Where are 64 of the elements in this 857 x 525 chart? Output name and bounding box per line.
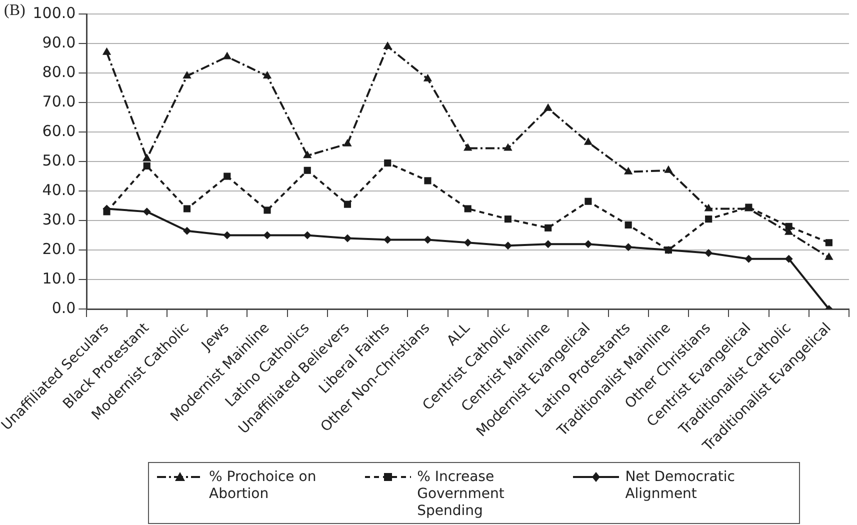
legend-label: % Prochoice on Abortion: [209, 469, 318, 503]
point: [624, 243, 632, 252]
point: [224, 172, 231, 180]
point: [504, 242, 512, 250]
point: [344, 200, 352, 208]
point: [744, 254, 753, 263]
point: [784, 254, 793, 263]
point: [704, 204, 713, 212]
point: [584, 137, 593, 145]
legend-label: Net Democratic Alignment: [625, 469, 736, 503]
y-tick-label: 70.0: [42, 92, 76, 110]
point: [624, 221, 632, 228]
point: [383, 41, 392, 49]
point: [262, 70, 272, 78]
point: [704, 248, 713, 257]
text: (B): [4, 2, 26, 20]
point: [263, 231, 272, 240]
point: [304, 166, 311, 174]
point: [102, 47, 112, 55]
point: [464, 143, 472, 151]
point: [544, 103, 552, 111]
point: [584, 240, 592, 248]
point: [544, 240, 552, 248]
point: [504, 143, 512, 151]
point: [584, 198, 592, 205]
point: [142, 154, 152, 162]
point: [825, 239, 832, 246]
y-tick-label: 50.0: [42, 151, 76, 170]
y-tick-label: 20.0: [42, 240, 76, 258]
y-tick-label: 90.0: [42, 33, 76, 52]
point: [664, 246, 672, 254]
y-tick-label: 10.0: [42, 269, 76, 288]
point: [343, 138, 352, 146]
y-tick-label: 40.0: [42, 180, 76, 199]
point: [664, 165, 673, 173]
point: [222, 52, 232, 60]
point: [223, 231, 232, 240]
point: [504, 216, 512, 223]
point: [384, 236, 392, 244]
point: [183, 226, 192, 235]
y-tick-label: 100.0: [32, 4, 76, 22]
y-tick-label: 60.0: [42, 122, 76, 140]
point: [544, 224, 552, 232]
point: [182, 70, 192, 78]
y-tick-label: 80.0: [42, 62, 76, 81]
point: [464, 205, 472, 212]
y-tick-label: 0.0: [52, 298, 76, 317]
point: [183, 205, 191, 212]
y-tick-label: 30.0: [42, 210, 76, 228]
point: [343, 234, 352, 242]
point: [143, 162, 150, 170]
point: [705, 216, 712, 223]
point: [303, 231, 312, 240]
point: [303, 150, 312, 158]
point: [142, 208, 151, 216]
point: [384, 159, 392, 167]
point: [624, 166, 633, 174]
point: [424, 236, 432, 244]
point: [424, 177, 432, 184]
point: [264, 206, 271, 214]
point: [103, 208, 110, 216]
point: [464, 238, 472, 247]
legend-label: % Increase Government Spending: [417, 469, 506, 520]
point: [423, 74, 432, 82]
